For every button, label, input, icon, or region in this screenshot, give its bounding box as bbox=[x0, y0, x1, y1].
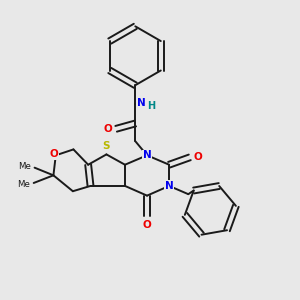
Text: H: H bbox=[147, 101, 155, 111]
Text: O: O bbox=[143, 220, 152, 230]
Text: N: N bbox=[137, 98, 146, 108]
Text: S: S bbox=[103, 141, 110, 151]
Text: N: N bbox=[165, 181, 173, 191]
Text: O: O bbox=[194, 152, 202, 162]
Text: Me: Me bbox=[18, 162, 31, 171]
Text: Me: Me bbox=[17, 180, 30, 189]
Text: O: O bbox=[103, 124, 112, 134]
Text: O: O bbox=[50, 149, 59, 159]
Text: N: N bbox=[143, 150, 152, 160]
